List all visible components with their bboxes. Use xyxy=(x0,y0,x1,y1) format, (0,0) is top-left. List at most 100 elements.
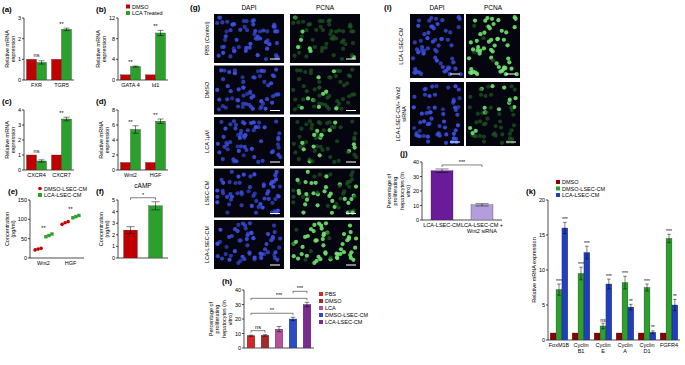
nucleus xyxy=(278,236,282,240)
significance: *** xyxy=(584,240,590,246)
nucleus xyxy=(427,94,431,98)
tick xyxy=(22,38,24,39)
nucleus xyxy=(330,199,334,203)
nucleus xyxy=(341,29,345,33)
significance: *** xyxy=(606,273,612,279)
nucleus xyxy=(339,107,343,111)
tick xyxy=(546,200,548,201)
nucleus xyxy=(471,47,475,51)
error-bar xyxy=(557,284,561,295)
nucleus xyxy=(325,121,329,125)
bracket xyxy=(131,198,156,200)
nucleus xyxy=(233,126,237,130)
nucleus xyxy=(244,46,248,50)
significance: *** xyxy=(562,216,568,222)
nucleus xyxy=(246,128,250,132)
panel-letter: (e) xyxy=(8,187,18,196)
nucleus xyxy=(449,43,453,47)
tick-label: 1 xyxy=(18,56,21,62)
chart-panel: (d)02468Relative mRNAexpressionWnt2HGF**… xyxy=(96,97,168,178)
nucleus xyxy=(301,195,305,199)
nucleus xyxy=(310,159,314,163)
legend-swatch xyxy=(556,193,560,197)
nucleus xyxy=(224,245,228,249)
tick-label: 10 xyxy=(413,203,419,209)
nucleus xyxy=(320,46,324,50)
nucleus xyxy=(313,149,317,153)
nucleus xyxy=(233,227,237,231)
bracket xyxy=(251,313,293,315)
nucleus xyxy=(291,21,295,25)
nucleus xyxy=(329,256,333,260)
nucleus xyxy=(426,135,430,139)
nucleus xyxy=(293,150,297,154)
nucleus xyxy=(444,69,448,73)
nucleus xyxy=(264,242,268,246)
tick xyxy=(22,110,24,111)
tick xyxy=(420,191,422,192)
nucleus xyxy=(239,203,243,207)
significance: *** xyxy=(459,159,466,165)
nucleus xyxy=(262,184,266,188)
nucleus xyxy=(309,126,313,130)
nucleus xyxy=(273,173,277,177)
scale-bar xyxy=(346,213,356,214)
tick xyxy=(242,290,244,291)
nucleus xyxy=(222,135,226,139)
nucleus xyxy=(230,234,234,238)
nucleus xyxy=(252,18,256,22)
text-line: Wnt2 xyxy=(124,172,137,178)
bar xyxy=(52,155,62,170)
marks xyxy=(431,169,493,220)
nucleus xyxy=(334,252,338,256)
text-line: Cyclin xyxy=(574,342,589,348)
text-line: Percentage of xyxy=(208,301,214,336)
nucleus xyxy=(267,42,271,46)
text-line: LCA-LSEC-CM xyxy=(398,27,404,65)
nucleus xyxy=(349,230,353,234)
axis-label: Concentration(pg/ml) xyxy=(4,212,16,246)
micrograph-panel: (g)DAPIPCNAPBS (Control)DMSOLCA 1μMLSEC-… xyxy=(190,3,360,269)
bracket xyxy=(442,165,482,167)
point xyxy=(36,247,40,251)
nucleus xyxy=(443,125,447,129)
legend-swatch xyxy=(38,193,42,197)
bar xyxy=(146,163,156,171)
nucleus xyxy=(423,93,427,97)
nucleus xyxy=(415,47,419,51)
chart-panel: (c)01234Relative mRNAexpressionCXCR4CXCR… xyxy=(2,97,74,178)
text-line: expression xyxy=(10,127,16,154)
nucleus xyxy=(276,92,280,96)
nucleus xyxy=(254,211,258,215)
column-header: PCNA xyxy=(484,4,503,11)
nucleus xyxy=(273,25,277,29)
nucleus xyxy=(453,105,457,109)
nucleus xyxy=(226,147,230,151)
category-label: GATA 4 xyxy=(121,82,139,88)
legend-label: LCA-LSEC-CM xyxy=(325,319,363,325)
nucleus xyxy=(228,122,232,126)
micrograph xyxy=(290,66,360,115)
significance: ns xyxy=(34,148,40,154)
point xyxy=(74,215,77,218)
nucleus xyxy=(506,56,510,60)
nucleus xyxy=(496,18,500,22)
nucleus xyxy=(441,107,445,111)
nucleus xyxy=(276,194,280,198)
nucleus xyxy=(303,70,307,74)
nucleus xyxy=(327,236,331,240)
panel-letter: (g) xyxy=(190,3,201,12)
nucleus xyxy=(474,120,478,124)
nucleus xyxy=(239,190,243,194)
tick-label: 150 xyxy=(18,197,27,203)
nucleus xyxy=(482,31,486,35)
nucleus xyxy=(500,132,504,136)
nucleus xyxy=(483,122,487,126)
nucleus xyxy=(249,96,253,100)
bar xyxy=(261,335,269,348)
nucleus xyxy=(228,28,232,32)
nucleus xyxy=(502,38,506,42)
nucleus xyxy=(319,133,323,137)
nucleus xyxy=(242,173,246,177)
bar xyxy=(660,333,666,340)
